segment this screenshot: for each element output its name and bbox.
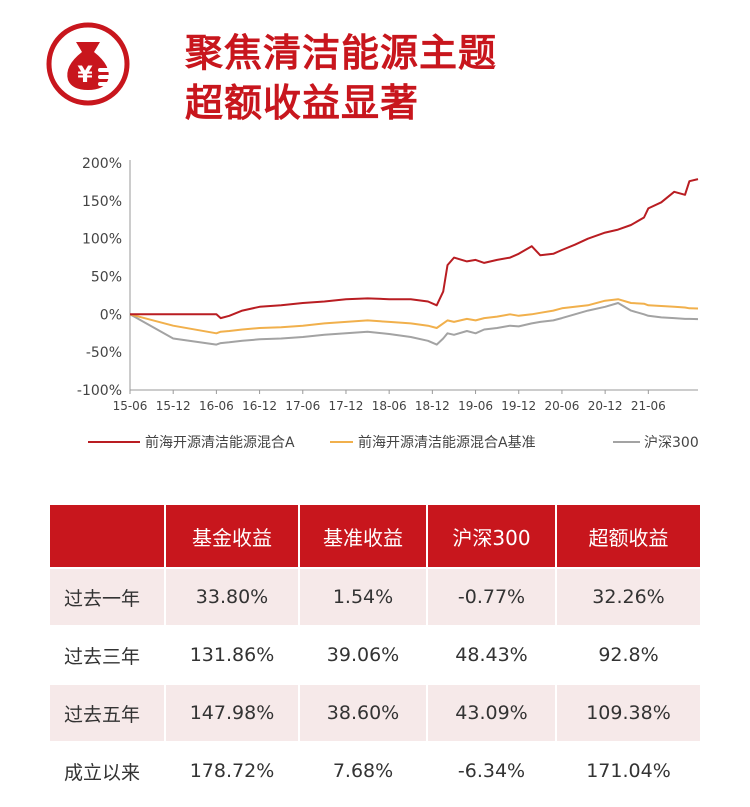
header-benchmark-return: 基准收益 <box>299 505 428 568</box>
table-cell: 109.38% <box>556 683 700 742</box>
series-line-1 <box>129 298 699 335</box>
y-tick-label: 50% <box>91 270 122 286</box>
x-tick-label: 19-12 <box>501 399 536 413</box>
table-row: 成立以来 178.72% 7.68% -6.34% 171.04% <box>50 741 700 799</box>
y-tick-label: -100% <box>77 383 122 399</box>
legend-label: 前海开源清洁能源混合A基准 <box>358 434 536 451</box>
x-tick-label: 18-12 <box>415 399 450 413</box>
table-cell: 32.26% <box>556 567 700 626</box>
performance-chart: 200% 150% 100% 50% 0% -50% -100% 15-06 15-12 16-… <box>77 156 699 451</box>
table-cell: 39.06% <box>299 625 428 684</box>
header: ¥ 聚焦清洁能源主题 超额收益显著 <box>30 8 730 125</box>
legend-label: 沪深300 <box>644 435 699 451</box>
table-cell: 7.68% <box>299 741 428 799</box>
header-hs300: 沪深300 <box>427 505 557 568</box>
row-label: 成立以来 <box>50 741 166 799</box>
table-cell: 131.86% <box>165 625 300 684</box>
table-row: 过去一年 33.80% 1.54% -0.77% 32.26% <box>50 567 700 626</box>
x-tick-label: 16-12 <box>242 399 277 413</box>
header-excess-return: 超额收益 <box>556 505 700 568</box>
table-header-row: 基金收益 基准收益 沪深300 超额收益 <box>50 505 700 568</box>
x-tick-label: 21-06 <box>631 399 666 413</box>
x-tick-label: 19-06 <box>458 399 493 413</box>
money-bag-icon: ¥ <box>46 22 130 106</box>
header-cell-empty <box>50 505 166 568</box>
table-row: 过去三年 131.86% 39.06% 48.43% 92.8% <box>50 625 700 684</box>
series-line-2 <box>129 302 699 346</box>
table-cell: 92.8% <box>556 625 700 684</box>
page-title: 聚焦清洁能源主题 <box>185 31 498 75</box>
x-tick-label: 17-06 <box>285 399 320 413</box>
row-label: 过去三年 <box>50 625 166 684</box>
row-label: 过去一年 <box>50 567 166 626</box>
x-tick-labels: 15-06 15-12 16-06 16-12 17-06 17-12 18-06 18-12… <box>113 390 666 413</box>
legend-label: 前海开源清洁能源混合A <box>145 434 295 451</box>
page-subtitle: 超额收益显著 <box>185 81 420 125</box>
table-cell: 38.60% <box>299 683 428 742</box>
x-tick-label: 17-12 <box>329 399 364 413</box>
y-tick-labels: 200% 150% 100% 50% 0% -50% -100% <box>77 156 122 399</box>
table-cell: 171.04% <box>556 741 700 799</box>
x-tick-label: 18-06 <box>372 399 407 413</box>
table-cell: 48.43% <box>427 625 557 684</box>
series-lines <box>129 178 699 346</box>
y-tick-label: -50% <box>86 345 122 361</box>
header-fund-return: 基金收益 <box>165 505 300 568</box>
table-cell: -6.34% <box>427 741 557 799</box>
y-tick-label: 150% <box>82 194 122 210</box>
y-tick-label: 0% <box>100 307 122 323</box>
table-cell: 43.09% <box>427 683 557 742</box>
chart-legend: 前海开源清洁能源混合A 前海开源清洁能源混合A基准 沪深300 <box>88 434 699 451</box>
x-tick-label: 20-12 <box>588 399 623 413</box>
x-tick-label: 15-12 <box>156 399 191 413</box>
y-tick-label: 200% <box>82 156 122 172</box>
x-tick-label: 16-06 <box>199 399 234 413</box>
series-line-0 <box>130 178 699 320</box>
table-cell: 147.98% <box>165 683 300 742</box>
table-cell: 178.72% <box>165 741 300 799</box>
table-row: 过去五年 147.98% 38.60% 43.09% 109.38% <box>50 683 700 742</box>
x-tick-label: 20-06 <box>545 399 580 413</box>
logo-yen-text: ¥ <box>77 63 93 88</box>
table-cell: -0.77% <box>427 567 557 626</box>
row-label: 过去五年 <box>50 683 166 742</box>
y-tick-label: 100% <box>82 232 122 248</box>
table-cell: 33.80% <box>165 567 300 626</box>
table-cell: 1.54% <box>299 567 428 626</box>
returns-table: 基金收益 基准收益 沪深300 超额收益 过去一年 33.80% 1.54% -… <box>50 505 700 799</box>
x-tick-label: 15-06 <box>113 399 148 413</box>
chart-axes <box>129 160 698 391</box>
